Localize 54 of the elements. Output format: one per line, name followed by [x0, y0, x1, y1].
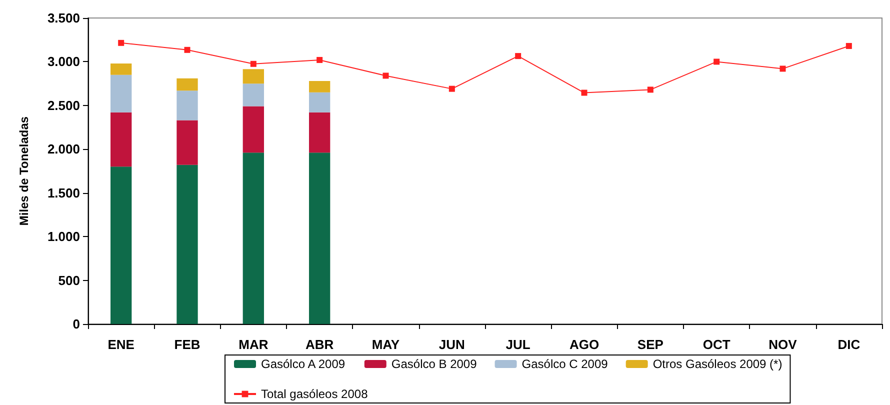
point — [448, 86, 455, 92]
point — [780, 66, 786, 72]
y-tick-label: 500 — [58, 272, 80, 288]
x-tick-label: NOV — [768, 337, 798, 352]
point — [382, 72, 389, 79]
point — [250, 60, 256, 67]
x-tick-label: SEP — [637, 337, 664, 352]
x-tick-label: ENE — [108, 337, 135, 352]
bar — [110, 74, 132, 112]
point — [846, 42, 852, 49]
bar — [110, 166, 132, 324]
y-tick-label: 1.500 — [47, 185, 80, 200]
bar — [110, 63, 132, 75]
legend-label: Gasólco A 2009 — [261, 357, 346, 371]
point — [714, 58, 720, 65]
bar — [176, 164, 198, 324]
x-tick-label: FEB — [174, 337, 200, 352]
y-tick-label: 3.500 — [47, 10, 80, 26]
x-tick-label: MAY — [372, 337, 400, 352]
y-tick-label: 0 — [72, 316, 80, 332]
point — [647, 86, 654, 93]
x-tick-label: JUN — [438, 337, 465, 352]
bar — [176, 120, 198, 165]
bar — [242, 106, 264, 153]
y-tick-label: 2.000 — [47, 142, 80, 157]
bar — [308, 92, 330, 112]
legend-label: Total gasóleos 2008 — [261, 387, 368, 401]
legend-label: Otros Gasóleos 2009 (*) — [652, 357, 782, 371]
x-tick-label: OCT — [702, 337, 730, 352]
bar — [308, 80, 330, 92]
y-axis-title: Miles de Toneladas — [17, 116, 31, 226]
x-tick-label: MAR — [238, 337, 269, 352]
x-tick-label: DIC — [838, 337, 861, 352]
point — [316, 56, 323, 63]
x-tick-label: ABR — [305, 337, 334, 352]
bar — [176, 90, 198, 120]
point — [515, 53, 522, 60]
y-tick-label: 1.000 — [47, 229, 80, 244]
x-tick-label: JUL — [506, 337, 530, 352]
bar — [242, 69, 264, 84]
y-tick-label: 3.000 — [47, 54, 80, 70]
bar — [242, 152, 264, 324]
bar — [242, 84, 264, 106]
bar — [110, 112, 132, 167]
legend-label: Gasólco C 2009 — [522, 357, 608, 371]
point — [581, 90, 588, 96]
y-tick-label: 2.500 — [47, 98, 80, 113]
point — [184, 46, 190, 53]
legend-label: Gasólco B 2009 — [391, 357, 478, 371]
bar — [308, 112, 330, 153]
bar — [308, 152, 330, 324]
point — [118, 40, 124, 46]
x-tick-label: AGO — [569, 337, 600, 352]
bar — [176, 78, 198, 91]
